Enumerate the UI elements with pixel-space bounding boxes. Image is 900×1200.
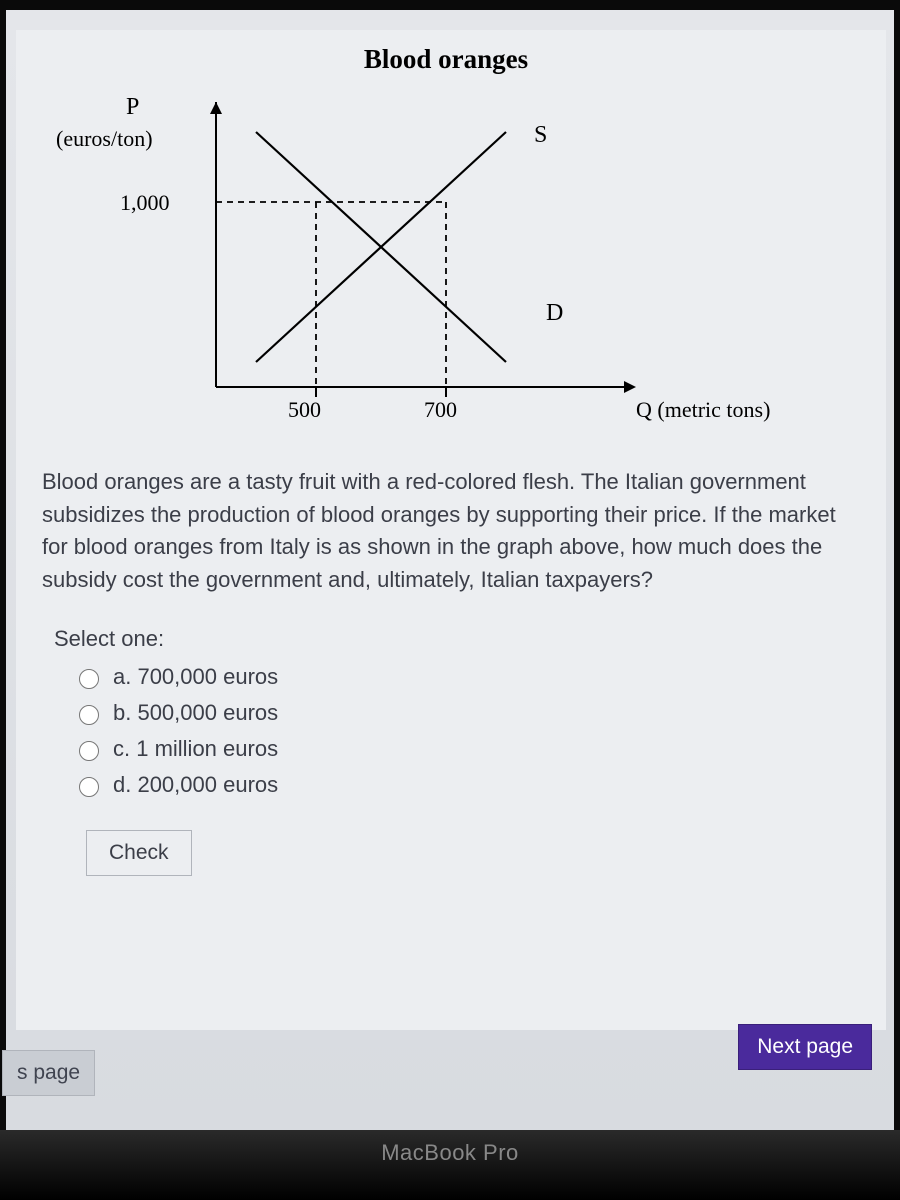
chart-title: Blood oranges (364, 44, 528, 75)
next-page-button[interactable]: Next page (738, 1024, 872, 1070)
quiz-card: Blood oranges P (euros/ton) 1,000 S D 50… (16, 30, 886, 1030)
supply-demand-chart: Blood oranges P (euros/ton) 1,000 S D 50… (56, 42, 836, 442)
options-group: a. 700,000 euros b. 500,000 euros c. 1 m… (74, 664, 856, 798)
y-axis-letter: P (126, 94, 139, 121)
option-c[interactable]: c. 1 million euros (74, 736, 856, 762)
radio-c[interactable] (79, 741, 99, 761)
screen-area: Blood oranges P (euros/ton) 1,000 S D 50… (0, 0, 900, 1130)
option-c-label: c. 1 million euros (113, 736, 278, 762)
option-d-label: d. 200,000 euros (113, 772, 278, 798)
option-d[interactable]: d. 200,000 euros (74, 772, 856, 798)
question-body: Blood oranges are a tasty fruit with a r… (42, 466, 852, 596)
select-one-label: Select one: (54, 626, 856, 652)
x-axis-label: Q (metric tons) (636, 397, 770, 423)
option-b-label: b. 500,000 euros (113, 700, 278, 726)
radio-d[interactable] (79, 777, 99, 797)
y-tick-1000: 1,000 (120, 190, 170, 216)
check-button[interactable]: Check (86, 830, 192, 876)
radio-b[interactable] (79, 705, 99, 725)
chart-svg (206, 102, 656, 412)
previous-page-button[interactable]: s page (2, 1050, 95, 1096)
y-axis-units: (euros/ton) (56, 126, 153, 152)
option-a-label: a. 700,000 euros (113, 664, 278, 690)
option-a[interactable]: a. 700,000 euros (74, 664, 856, 690)
option-b[interactable]: b. 500,000 euros (74, 700, 856, 726)
radio-a[interactable] (79, 669, 99, 689)
device-label: MacBook Pro (381, 1140, 519, 1166)
